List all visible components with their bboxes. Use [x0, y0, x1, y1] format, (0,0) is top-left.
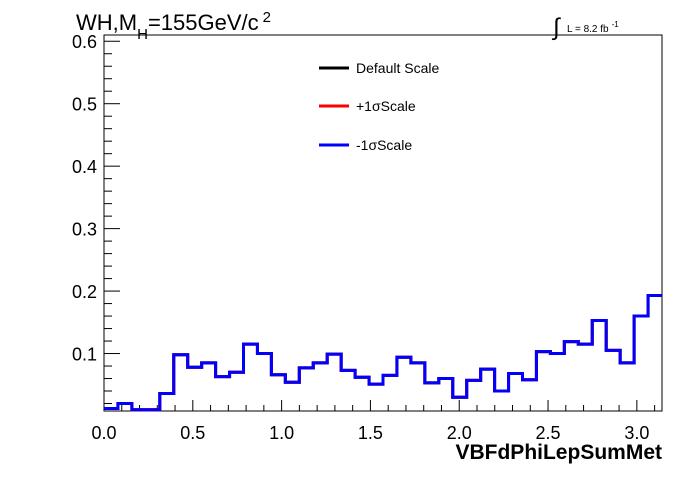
lumi-label: L = 8.2 fb -1: [567, 20, 619, 35]
plot-frame: [103, 34, 663, 412]
x-tick-label: 1.0: [269, 423, 294, 443]
y-tick-label: 0.4: [72, 157, 97, 177]
legend: Default Scale +1σScale -1σScale: [319, 60, 439, 153]
y-tick-label: 0.5: [72, 95, 97, 115]
x-tick-label: 2.0: [447, 423, 472, 443]
legend-label-default-scale: Default Scale: [356, 60, 439, 76]
y-tick-label: 0.1: [72, 345, 97, 365]
series-minus-1sigma-scale-histogram: [104, 293, 662, 412]
x-tick-label: 0.0: [91, 423, 116, 443]
series-layer: [104, 293, 662, 412]
x-tick-label: 0.5: [180, 423, 205, 443]
x-tick-label: 1.5: [358, 423, 383, 443]
lumi-integral-symbol: ∫: [551, 14, 561, 41]
x-tick-label: 2.5: [536, 423, 561, 443]
y-tick-label: 0.2: [72, 282, 97, 302]
axis-ticks: 0.0 0.5 1.0 1.5 2.0 2.5 3.0 0.1 0.2 0.3 0.4 0.5 0.6: [72, 32, 656, 443]
x-axis-label: VBFdPhiLepSumMet: [455, 441, 662, 464]
y-tick-label: 0.6: [72, 32, 97, 52]
legend-label-plus-1sigma-scale: +1σScale: [356, 98, 416, 114]
y-tick-label: 0.3: [72, 220, 97, 240]
x-tick-label: 3.0: [624, 423, 649, 443]
legend-label-minus-1sigma-scale: -1σScale: [356, 137, 412, 153]
